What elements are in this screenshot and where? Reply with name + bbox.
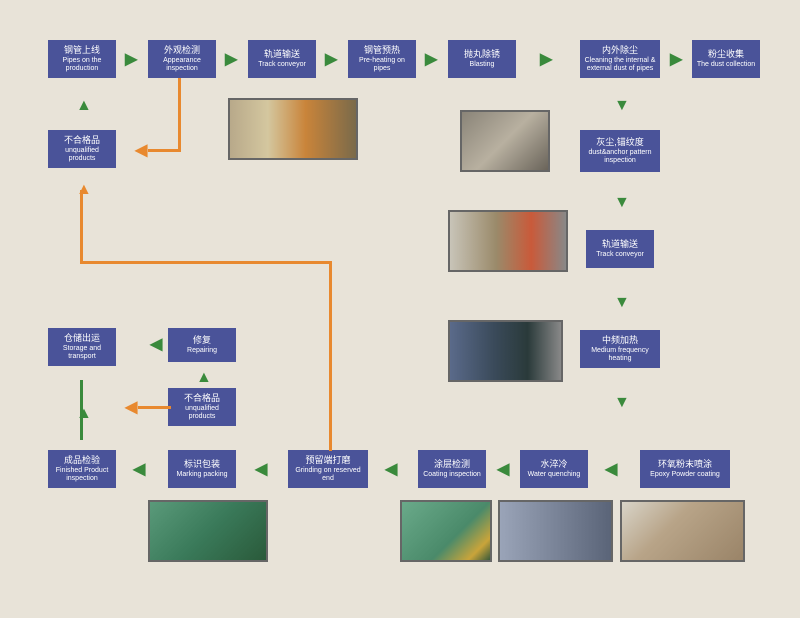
arrow: ◀ (150, 337, 162, 353)
arrow: ▼ (614, 98, 630, 114)
node-en: unqualified products (51, 147, 113, 163)
node-cn: 仓储出运 (64, 333, 100, 343)
node-cn: 粉尘收集 (708, 49, 744, 59)
process-photo (400, 500, 492, 562)
arrow: ▶ (125, 52, 137, 68)
node-cn: 内外除尘 (602, 45, 638, 55)
node-en: Blasting (470, 61, 495, 69)
arrow: ▲ (76, 182, 92, 198)
process-photo (498, 500, 613, 562)
node-en: Track conveyor (258, 61, 306, 69)
arrow: ▶ (540, 52, 552, 68)
node-quench: 水淬冷 Water quenching (520, 450, 588, 488)
node-cn: 标识包装 (184, 459, 220, 469)
reject-line (80, 261, 332, 264)
node-cn: 预留端打磨 (305, 455, 350, 465)
node-cn: 轨道输送 (602, 239, 638, 249)
arrow: ▶ (325, 52, 337, 68)
node-cn: 外观检测 (164, 45, 200, 55)
node-en: The dust collection (697, 61, 755, 69)
node-unqual2: 不合格品 unqualified products (168, 388, 236, 426)
arrow: ▶ (670, 52, 682, 68)
arrow: ▲ (196, 370, 212, 386)
node-en: Marking packing (177, 471, 228, 479)
node-en: dust&anchor pattern inspection (583, 149, 657, 165)
node-en: Finished Product inspection (51, 467, 113, 483)
node-en: Pre-heating on pipes (351, 57, 413, 73)
process-photo (448, 210, 568, 272)
process-photo (620, 500, 745, 562)
arrow: ◀ (497, 462, 509, 478)
arrow: ▶ (425, 52, 437, 68)
node-cn: 灰尘,锚纹度 (596, 137, 644, 147)
node-repair: 修复 Repairing (168, 328, 236, 362)
arrow: ◀ (133, 462, 145, 478)
node-en: Epoxy Powder coating (650, 471, 720, 479)
arrow: ▲ (76, 406, 92, 422)
node-cn: 成品检验 (64, 455, 100, 465)
process-photo (228, 98, 358, 160)
node-storage: 仓储出运 Storage and transport (48, 328, 116, 366)
node-cn: 环氧粉末喷涂 (658, 459, 712, 469)
node-en: Cleaning the internal & external dust of… (583, 57, 657, 73)
node-pipes: 钢管上线 Pipes on the production (48, 40, 116, 78)
node-en: Appearance inspection (151, 57, 213, 73)
node-en: Pipes on the production (51, 57, 113, 73)
node-dustcol: 粉尘收集 The dust collection (692, 40, 760, 78)
arrow: ◀ (125, 400, 137, 416)
reject-line (329, 261, 332, 451)
node-dustinsp: 灰尘,锚纹度 dust&anchor pattern inspection (580, 130, 660, 172)
process-photo (148, 500, 268, 562)
node-en: Medium frequency heating (583, 347, 657, 363)
arrow: ▲ (76, 98, 92, 114)
node-cn: 涂层检测 (434, 459, 470, 469)
node-coatinsp: 涂层检测 Coating inspection (418, 450, 486, 488)
node-blast: 抛丸除锈 Blasting (448, 40, 516, 78)
node-track1: 轨道输送 Track conveyor (248, 40, 316, 78)
node-cn: 修复 (193, 335, 211, 345)
node-medfreq: 中频加热 Medium frequency heating (580, 330, 660, 368)
node-clean: 内外除尘 Cleaning the internal & external dus… (580, 40, 660, 78)
node-unqual1: 不合格品 unqualified products (48, 130, 116, 168)
reject-line (178, 78, 181, 151)
node-epoxy: 环氧粉末喷涂 Epoxy Powder coating (640, 450, 730, 488)
arrow: ▼ (614, 295, 630, 311)
node-en: Repairing (187, 347, 217, 355)
node-en: Water quenching (528, 471, 581, 479)
reject-line (148, 149, 181, 152)
node-cn: 中频加热 (602, 335, 638, 345)
arrow: ◀ (385, 462, 397, 478)
node-en: Track conveyor (596, 251, 644, 259)
process-photo (448, 320, 563, 382)
node-en: Storage and transport (51, 345, 113, 361)
node-track2: 轨道输送 Track conveyor (586, 230, 654, 268)
node-cn: 钢管上线 (64, 45, 100, 55)
node-en: unqualified products (171, 405, 233, 421)
node-cn: 钢管预热 (364, 45, 400, 55)
arrow: ◀ (255, 462, 267, 478)
arrow: ▶ (225, 52, 237, 68)
node-preheat: 钢管预热 Pre-heating on pipes (348, 40, 416, 78)
arrow: ▼ (614, 395, 630, 411)
node-appear: 外观检测 Appearance inspection (148, 40, 216, 78)
node-mark: 标识包装 Marking packing (168, 450, 236, 488)
reject-line (138, 406, 171, 409)
node-cn: 轨道输送 (264, 49, 300, 59)
arrow: ◀ (135, 143, 147, 159)
arrow: ▼ (614, 195, 630, 211)
node-cn: 不合格品 (184, 393, 220, 403)
node-cn: 抛丸除锈 (464, 49, 500, 59)
node-en: Grinding on reserved end (291, 467, 365, 483)
node-en: Coating inspection (423, 471, 481, 479)
node-finish: 成品检验 Finished Product inspection (48, 450, 116, 488)
node-cn: 水淬冷 (540, 459, 567, 469)
node-grind: 预留端打磨 Grinding on reserved end (288, 450, 368, 488)
arrow: ◀ (605, 462, 617, 478)
reject-line (80, 190, 83, 264)
process-photo (460, 110, 550, 172)
node-cn: 不合格品 (64, 135, 100, 145)
